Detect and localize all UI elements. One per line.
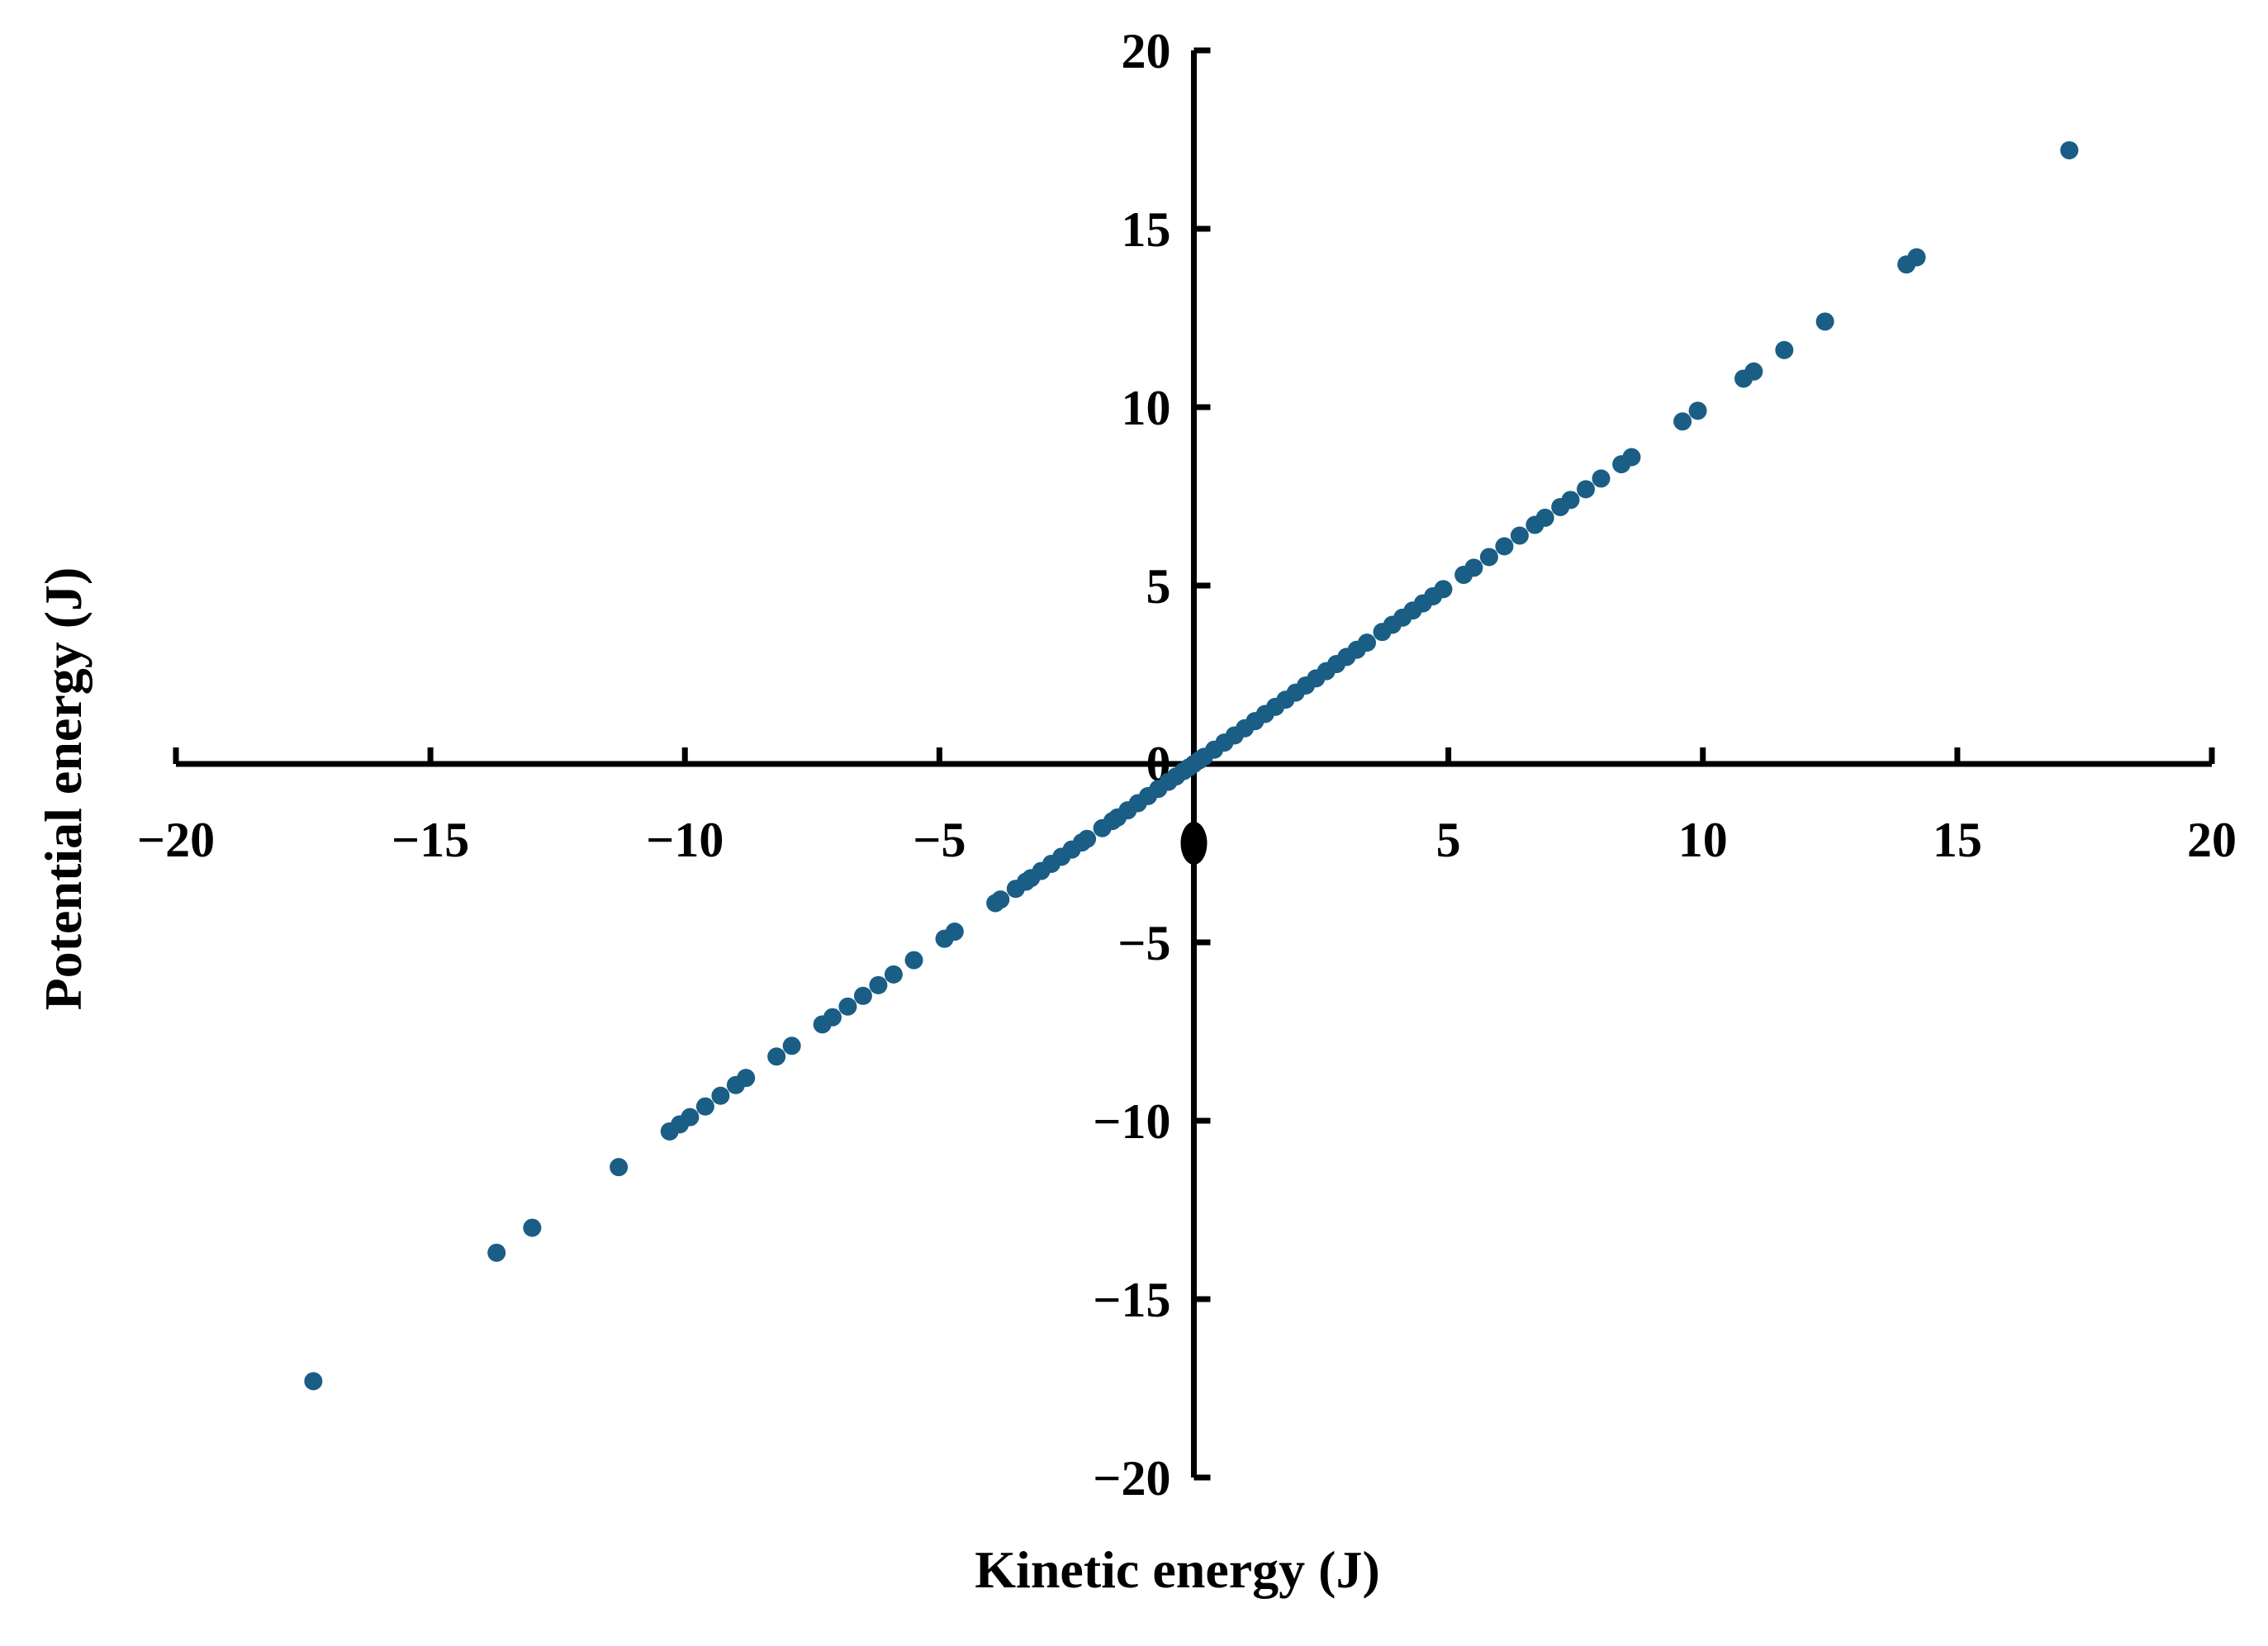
data-point [884, 965, 903, 984]
y-tick-label: −5 [1117, 916, 1170, 970]
data-point [695, 1097, 714, 1116]
data-point [782, 1036, 801, 1055]
y-tick-label: −15 [1093, 1273, 1170, 1327]
y-tick-label: 15 [1122, 202, 1171, 257]
data-point [1592, 469, 1611, 488]
x-tick-label: 10 [1678, 813, 1728, 867]
data-point [1622, 448, 1641, 467]
data-point [991, 890, 1010, 909]
data-point [1775, 340, 1794, 359]
data-point [1673, 412, 1692, 431]
data-point [681, 1108, 700, 1127]
y-tick-label: −20 [1093, 1451, 1170, 1506]
data-point [1434, 580, 1453, 599]
x-tick-label: −20 [137, 813, 215, 867]
data-point [1078, 829, 1097, 848]
x-ticks: −20 −15 −10 −5 5 10 15 20 [137, 747, 2237, 867]
data-point [767, 1047, 786, 1066]
data-point [304, 1372, 323, 1391]
data-point [945, 923, 964, 942]
data-point [1358, 633, 1377, 652]
y-tick-label: 10 [1122, 381, 1171, 435]
data-point [823, 1008, 842, 1027]
data-point [1561, 491, 1580, 510]
data-point [1464, 558, 1483, 577]
data-point [1535, 508, 1554, 527]
data-point [487, 1243, 506, 1262]
y-tick-label: −10 [1093, 1094, 1170, 1149]
y-axis-title: Potential energy (J) [34, 567, 93, 1011]
data-point [869, 975, 888, 994]
data-point [904, 951, 923, 970]
data-points [304, 140, 2079, 1391]
data-point [610, 1158, 629, 1177]
data-point [838, 997, 857, 1016]
data-point [1479, 548, 1498, 567]
x-axis-title: Kinetic energy (J) [975, 1540, 1380, 1599]
data-point [1744, 362, 1763, 381]
x-tick-label: 5 [1436, 813, 1461, 867]
data-point [853, 986, 872, 1005]
data-point [2060, 140, 2079, 159]
data-point [1688, 401, 1707, 420]
data-point [1495, 537, 1514, 556]
x-tick-label: −5 [913, 813, 966, 867]
data-point [523, 1218, 542, 1237]
y-tick-label: 5 [1146, 559, 1171, 614]
origin-marker [1180, 822, 1208, 865]
y-tick-label: 20 [1122, 24, 1171, 78]
data-point [1815, 312, 1834, 331]
data-point [737, 1069, 756, 1088]
data-point [1577, 480, 1596, 499]
x-tick-label: −15 [391, 813, 469, 867]
x-tick-label: 20 [2187, 813, 2237, 867]
data-point [1510, 526, 1529, 545]
x-tick-label: 15 [1933, 813, 1982, 867]
data-point [711, 1086, 730, 1105]
data-point [1907, 248, 1926, 267]
x-tick-label: −10 [646, 813, 724, 867]
